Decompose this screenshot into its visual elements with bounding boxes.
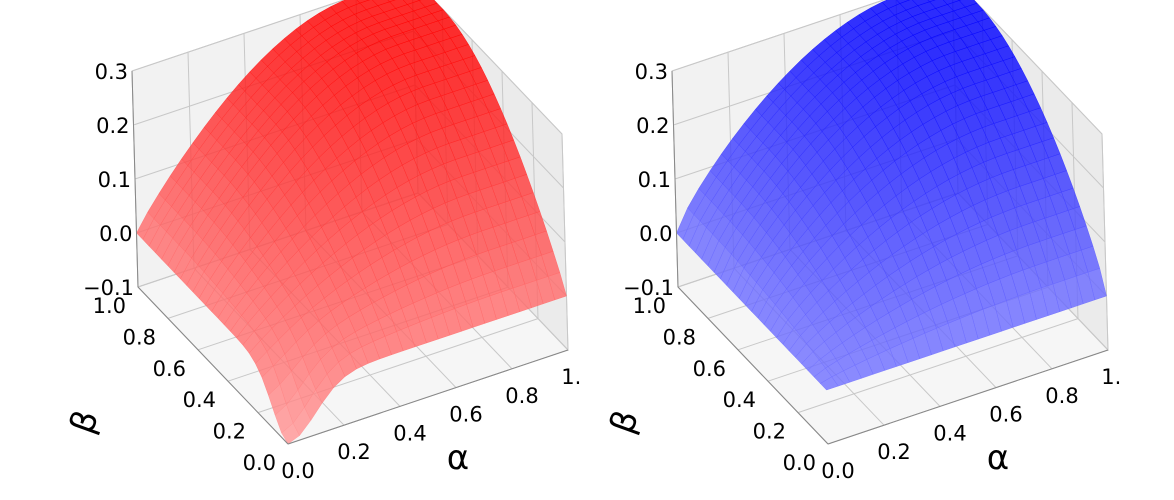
alpha-tick-label: 0.2	[877, 440, 910, 464]
beta-tick-label: 0.8	[663, 325, 696, 349]
beta-axis-line	[677, 286, 829, 445]
z-axis-line	[671, 70, 679, 288]
surface-plot-red: 0.00.20.40.60.81.00.00.20.40.60.81.0−0.1…	[62, 0, 580, 483]
z-tick-label: 0.0	[99, 222, 132, 246]
grid-z	[131, 0, 563, 135]
alpha-tick-label: 0.6	[449, 403, 482, 427]
beta-tick-label: 0.6	[693, 357, 726, 381]
beta-axis-label: β	[62, 405, 107, 439]
surface	[676, 0, 1107, 391]
beta-tick-label: 0.6	[153, 357, 186, 381]
beta-tick-label: 1.0	[93, 294, 126, 318]
alpha-tick-label: 0.2	[337, 440, 370, 464]
alpha-axis-label: α	[987, 438, 1009, 478]
surface-facet	[819, 376, 839, 391]
z-tick-label: −0.1	[623, 276, 674, 300]
surface-plot-blue: 0.00.20.40.60.81.00.00.20.40.60.81.0−0.1…	[602, 0, 1120, 483]
tick-labels: 0.00.20.40.60.81.00.00.20.40.60.81.0−0.1…	[623, 60, 1120, 483]
alpha-tick-label: 0.8	[505, 384, 538, 408]
tick-labels: 0.00.20.40.60.81.00.00.20.40.60.81.0−0.1…	[83, 60, 580, 483]
beta-tick-label: 0.8	[123, 325, 156, 349]
alpha-tick-label: 1.0	[1101, 365, 1120, 389]
beta-axis-label: β	[602, 405, 647, 439]
beta-tick-label: 0.2	[753, 420, 786, 444]
alpha-tick-label: 0.0	[281, 459, 314, 483]
grid-z	[671, 0, 1103, 135]
beta-tick-label: 0.2	[213, 420, 246, 444]
alpha-axis-line	[287, 349, 569, 445]
alpha-tick-label: 0.4	[933, 421, 966, 445]
beta-tick-label: 0.4	[183, 388, 216, 412]
chart-right: 0.00.20.40.60.81.00.00.20.40.60.81.0−0.1…	[560, 0, 1120, 500]
chart-left: 0.00.20.40.60.81.00.00.20.40.60.81.0−0.1…	[20, 0, 580, 500]
beta-tick-label: 0.4	[723, 388, 756, 412]
alpha-axis-label: α	[447, 438, 469, 478]
beta-tick-label: 0.0	[783, 451, 816, 475]
alpha-axis-line	[827, 349, 1109, 445]
z-axis-line	[131, 70, 139, 288]
alpha-tick-label: 0.8	[1045, 384, 1078, 408]
z-tick-label: 0.3	[95, 60, 128, 84]
axis-lines	[131, 70, 569, 445]
surface-facet	[281, 422, 300, 445]
z-tick-label: 0.0	[639, 222, 672, 246]
alpha-tick-label: 0.6	[989, 403, 1022, 427]
beta-tick-label: 0.0	[243, 451, 276, 475]
alpha-tick-label: 1.0	[561, 365, 580, 389]
z-tick-label: −0.1	[83, 276, 134, 300]
z-tick-label: 0.1	[638, 168, 671, 192]
z-tick-label: 0.2	[96, 114, 129, 138]
z-tick-label: 0.2	[636, 114, 669, 138]
axis-lines	[671, 70, 1109, 445]
alpha-tick-label: 0.4	[393, 421, 426, 445]
beta-tick-label: 1.0	[633, 294, 666, 318]
z-tick-label: 0.1	[98, 168, 131, 192]
z-tick-label: 0.3	[635, 60, 668, 84]
alpha-tick-label: 0.0	[821, 459, 854, 483]
surface	[136, 0, 567, 445]
beta-axis-line	[137, 286, 289, 445]
